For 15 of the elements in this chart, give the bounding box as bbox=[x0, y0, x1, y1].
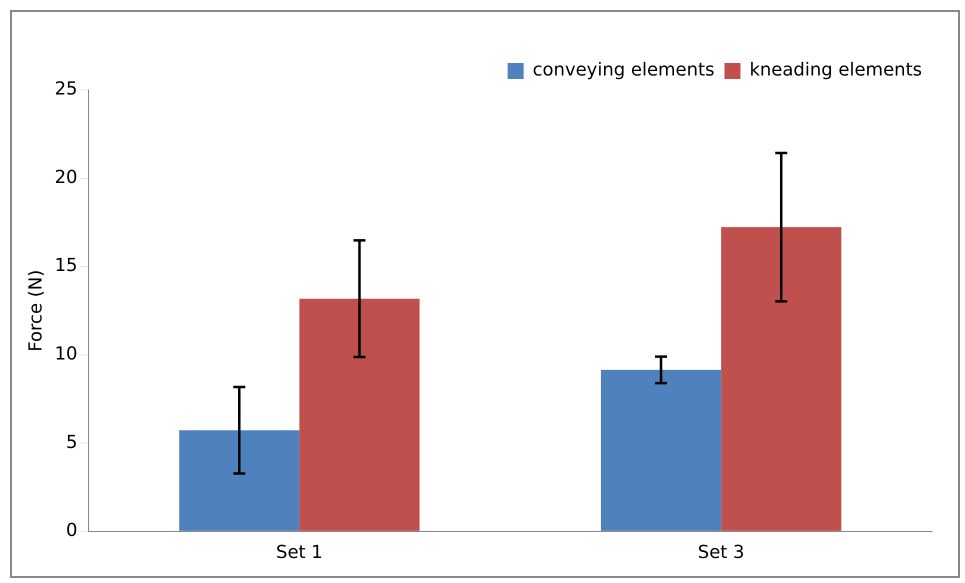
bar bbox=[179, 430, 300, 531]
y-tick-label: 5 bbox=[66, 432, 78, 453]
bar bbox=[721, 227, 842, 531]
y-tick-label: 15 bbox=[54, 255, 78, 276]
bar bbox=[299, 298, 420, 531]
legend-label: conveying elements bbox=[532, 60, 714, 81]
x-tick-label: Set 1 bbox=[276, 542, 323, 563]
y-axis-title: Force (N) bbox=[25, 270, 46, 352]
y-tick-label: 25 bbox=[54, 78, 78, 100]
x-tick-label: Set 3 bbox=[698, 542, 744, 563]
y-tick-label: 10 bbox=[54, 344, 78, 365]
y-tick-label: 20 bbox=[54, 166, 78, 188]
bar bbox=[600, 370, 722, 531]
y-tick-label: 0 bbox=[66, 520, 78, 542]
legend-label: kneading elements bbox=[749, 60, 922, 81]
